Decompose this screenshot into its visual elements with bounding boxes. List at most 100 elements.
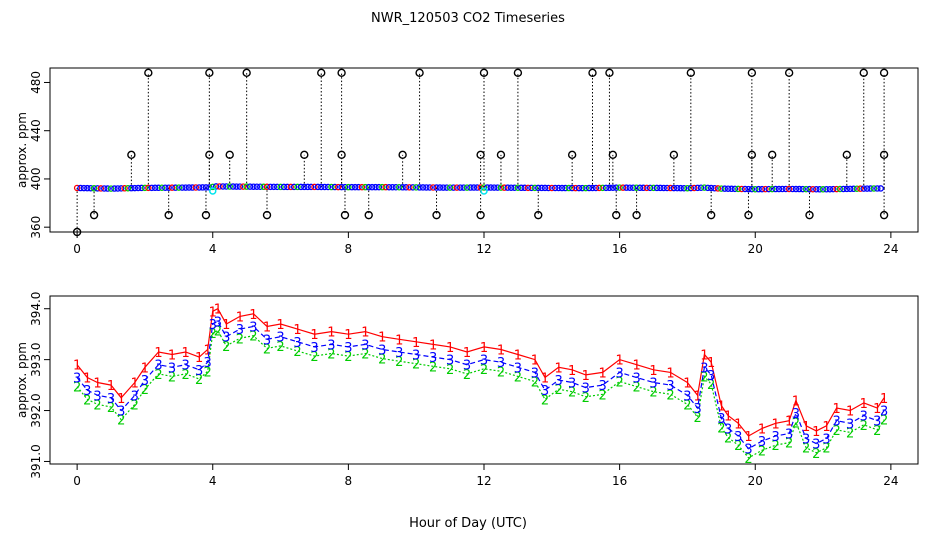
data-point <box>185 184 193 191</box>
outlier-point <box>496 150 506 160</box>
highlight-point <box>480 187 488 195</box>
data-point <box>419 184 427 191</box>
series-point-label: 3 <box>724 422 732 437</box>
data-point <box>209 183 216 191</box>
data-point <box>857 185 864 192</box>
series-point-label: 2 <box>107 401 115 416</box>
data-point <box>738 185 745 193</box>
series-point-label: 1 <box>497 343 505 358</box>
data-point <box>629 184 637 191</box>
series-point-label: 1 <box>236 310 244 325</box>
series-point-label: 2 <box>249 330 257 345</box>
data-point <box>667 184 674 192</box>
series-point-label: 1 <box>880 392 888 407</box>
series-point-label: 2 <box>693 411 701 426</box>
data-point <box>470 184 478 191</box>
series-point-label: 3 <box>249 321 257 336</box>
data-point <box>585 184 593 192</box>
data-point <box>860 185 868 192</box>
outlier-point <box>337 150 346 160</box>
series-point-label: 3 <box>168 361 176 376</box>
series-point-label: 1 <box>531 354 539 369</box>
data-point <box>250 183 257 190</box>
x-tick-label: 16 <box>612 474 627 488</box>
series-point-label: 1 <box>361 326 369 341</box>
series-point-label: 3 <box>683 389 691 404</box>
series-point-label: 3 <box>276 331 284 346</box>
series-point-label: 1 <box>693 389 701 404</box>
data-point <box>592 184 600 192</box>
series-point-label: 1 <box>541 371 549 386</box>
series-point-label: 3 <box>554 374 562 389</box>
data-point <box>341 183 349 191</box>
data-point <box>694 184 701 192</box>
data-point <box>399 184 406 191</box>
data-point <box>178 184 186 191</box>
series-point-label: 3 <box>792 407 800 422</box>
data-point <box>840 185 847 193</box>
data-point <box>304 183 311 191</box>
series-point-label: 2 <box>599 388 607 403</box>
series-point-label: 3 <box>117 405 125 420</box>
series-point-label: 2 <box>514 370 522 385</box>
outlier-point <box>127 150 136 160</box>
series-point-label: 3 <box>327 338 335 353</box>
series-point-label: 2 <box>812 447 820 462</box>
series-point-label: 3 <box>141 374 149 389</box>
data-point <box>741 185 749 193</box>
data-point <box>670 184 678 192</box>
data-point <box>514 184 522 191</box>
data-point <box>270 183 278 191</box>
outlier-point <box>513 68 523 78</box>
y-tick-label: 360 <box>29 216 43 239</box>
series-point-label: 3 <box>693 402 701 417</box>
data-point <box>728 185 735 193</box>
outlier-point <box>784 68 794 78</box>
x-tick-label: 0 <box>73 242 81 256</box>
data-point <box>745 185 752 193</box>
data-point <box>429 184 437 191</box>
data-point <box>836 185 844 193</box>
series-point-label: 1 <box>632 359 640 374</box>
outlier-point <box>747 150 757 160</box>
series-point-label: 3 <box>860 410 868 425</box>
series-point-label: 2 <box>209 327 217 342</box>
series-point-label: 2 <box>666 388 674 403</box>
series-point-label: 3 <box>93 389 101 404</box>
outlier-point <box>337 68 346 78</box>
data-point <box>619 184 627 191</box>
series-point-label: 3 <box>131 389 139 404</box>
series-point-label: 1 <box>214 303 222 318</box>
chart-title: NWR_120503 CO2 Timeseries <box>371 11 565 26</box>
series-point-label: 3 <box>154 359 162 374</box>
outlier-point <box>300 150 309 160</box>
highlight-point <box>209 187 217 195</box>
data-point <box>863 185 871 192</box>
x-tick-label: 4 <box>209 474 217 488</box>
data-point <box>779 185 786 193</box>
series-point-label: 1 <box>249 308 257 323</box>
data-point <box>256 183 264 191</box>
data-point <box>663 184 671 192</box>
series-point-label: 2 <box>378 353 386 368</box>
outlier-point <box>415 68 424 78</box>
series-point-label: 2 <box>168 370 176 385</box>
data-point <box>406 184 413 191</box>
data-point <box>789 185 796 193</box>
series-point-label: 3 <box>497 356 505 371</box>
data-point <box>111 185 118 192</box>
series-point-label: 2 <box>632 381 640 396</box>
series-point-label: 3 <box>446 354 454 369</box>
series-point-label: 2 <box>412 358 420 373</box>
data-point <box>524 184 532 192</box>
data-point <box>365 183 372 191</box>
series-point-label: 2 <box>497 365 505 380</box>
x-tick-label: 24 <box>883 242 898 256</box>
data-point <box>87 184 94 192</box>
data-point <box>697 184 705 191</box>
data-point <box>433 184 440 191</box>
series-point-label: 1 <box>568 364 576 379</box>
series-point-label: 1 <box>263 321 271 336</box>
series-point-label: 3 <box>771 430 779 445</box>
series-point-label: 1 <box>700 349 708 364</box>
